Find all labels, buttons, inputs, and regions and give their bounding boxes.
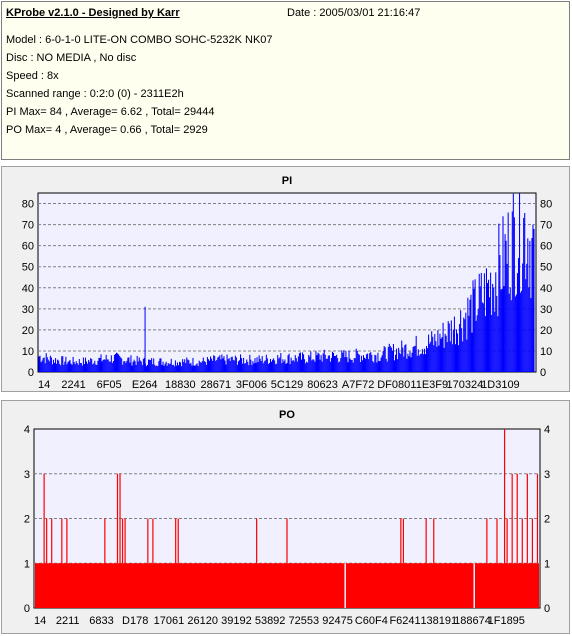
x-tick-label: 72553 bbox=[289, 615, 320, 627]
x-tick-label: 1F1895 bbox=[488, 615, 525, 627]
y-tick-label-right: 40 bbox=[540, 283, 552, 295]
y-tick-label-left: 0 bbox=[28, 367, 34, 379]
y-tick-label-left: 60 bbox=[22, 241, 34, 253]
x-tick-label: 1D3109 bbox=[481, 379, 520, 391]
y-tick-label-left: 0 bbox=[24, 603, 30, 615]
x-tick-label: 138191 bbox=[420, 615, 457, 627]
pi-chart: PI 0 0 10 10 20 20 30 30 40 40 50 50 60 60 70 70 80 80 14 22… bbox=[22, 175, 553, 391]
y-tick-label-right: 2 bbox=[544, 514, 550, 526]
pi-series bbox=[38, 193, 535, 372]
speed-line: Speed : 8x bbox=[6, 70, 59, 82]
y-tick-label-left: 3 bbox=[24, 469, 30, 481]
y-tick-label-left: 1 bbox=[24, 558, 30, 570]
chart-title: PI bbox=[282, 175, 292, 187]
x-tick-label: 6833 bbox=[89, 615, 113, 627]
y-tick-label-left: 10 bbox=[22, 346, 34, 358]
x-tick-label: 53892 bbox=[255, 615, 286, 627]
x-tick-label: 80623 bbox=[307, 379, 338, 391]
x-tick-label: 28671 bbox=[201, 379, 232, 391]
po-baseline-fill bbox=[35, 563, 539, 608]
y-tick-label-right: 30 bbox=[540, 304, 552, 316]
x-tick-label: 17061 bbox=[154, 615, 185, 627]
x-tick-label: 6F05 bbox=[97, 379, 122, 391]
x-tick-label: 14 bbox=[38, 379, 50, 391]
x-tick-label: 26120 bbox=[187, 615, 218, 627]
range-line: Scanned range : 0:2:0 (0) - 2311E2h bbox=[6, 88, 184, 100]
y-tick-label-left: 30 bbox=[22, 304, 34, 316]
scan-date: Date : 2005/03/01 21:16:47 bbox=[287, 7, 421, 19]
x-tick-label: 188674 bbox=[454, 615, 491, 627]
model-line: Model : 6-0-1-0 LITE-ON COMBO SOHC-5232K… bbox=[6, 34, 273, 46]
x-tick-label: C60F4 bbox=[355, 615, 388, 627]
x-tick-label: 3F006 bbox=[236, 379, 267, 391]
y-tick-label-left: 20 bbox=[22, 325, 34, 337]
x-tick-label: E264 bbox=[132, 379, 158, 391]
y-tick-label-left: 80 bbox=[22, 199, 34, 211]
x-tick-label: 11E3F9 bbox=[410, 379, 448, 391]
disc-line: Disc : NO MEDIA , No disc bbox=[6, 52, 137, 64]
x-tick-label: 2211 bbox=[56, 615, 80, 627]
y-tick-label-right: 3 bbox=[544, 469, 550, 481]
y-tick-label-right: 0 bbox=[540, 367, 546, 379]
y-tick-label-right: 10 bbox=[540, 346, 552, 358]
pi-chart-panel: PI 0 0 10 10 20 20 30 30 40 40 50 50 60 60 70 70 80 80 14 22… bbox=[1, 166, 570, 392]
y-tick-label-left: 4 bbox=[24, 424, 30, 436]
y-tick-label-left: 2 bbox=[24, 514, 30, 526]
x-tick-label: 39192 bbox=[221, 615, 252, 627]
x-tick-label: D178 bbox=[122, 615, 148, 627]
y-tick-label-right: 1 bbox=[544, 558, 550, 570]
x-tick-label: F6241 bbox=[389, 615, 420, 627]
x-tick-label: 5C129 bbox=[271, 379, 303, 391]
y-tick-label-right: 60 bbox=[540, 241, 552, 253]
x-tick-label: 18830 bbox=[165, 379, 196, 391]
y-tick-label-right: 50 bbox=[540, 262, 552, 274]
po-summary-line: PO Max= 4 , Average= 0.66 , Total= 2929 bbox=[6, 124, 208, 136]
y-tick-label-right: 70 bbox=[540, 220, 552, 232]
x-tick-label: 14 bbox=[34, 615, 46, 627]
x-tick-label: 92475 bbox=[322, 615, 353, 627]
info-panel: KProbe v2.1.0 - Designed by Karr Date : … bbox=[1, 1, 570, 160]
po-chart: PO 0 0 1 1 2 2 3 3 4 4 14 2211 6833 D178 17061 26120 3919… bbox=[24, 409, 550, 627]
po-series bbox=[35, 429, 539, 608]
y-tick-label-right: 20 bbox=[540, 325, 552, 337]
chart-title: PO bbox=[279, 409, 295, 421]
po-chart-panel: PO 0 0 1 1 2 2 3 3 4 4 14 2211 6833 D178 17061 26120 3919… bbox=[1, 400, 570, 634]
x-tick-label: A7F72 bbox=[342, 379, 374, 391]
pi-summary-line: PI Max= 84 , Average= 6.62 , Total= 2944… bbox=[6, 106, 215, 118]
x-tick-label: 2241 bbox=[61, 379, 85, 391]
y-tick-label-right: 80 bbox=[540, 199, 552, 211]
y-tick-label-right: 0 bbox=[544, 603, 550, 615]
y-tick-label-left: 40 bbox=[22, 283, 34, 295]
x-tick-label: 170324 bbox=[446, 379, 483, 391]
y-tick-label-right: 4 bbox=[544, 424, 550, 436]
y-tick-label-left: 70 bbox=[22, 220, 34, 232]
x-tick-label: DF080 bbox=[377, 379, 410, 391]
app-title: KProbe v2.1.0 - Designed by Karr bbox=[6, 7, 180, 19]
y-tick-label-left: 50 bbox=[22, 262, 34, 274]
